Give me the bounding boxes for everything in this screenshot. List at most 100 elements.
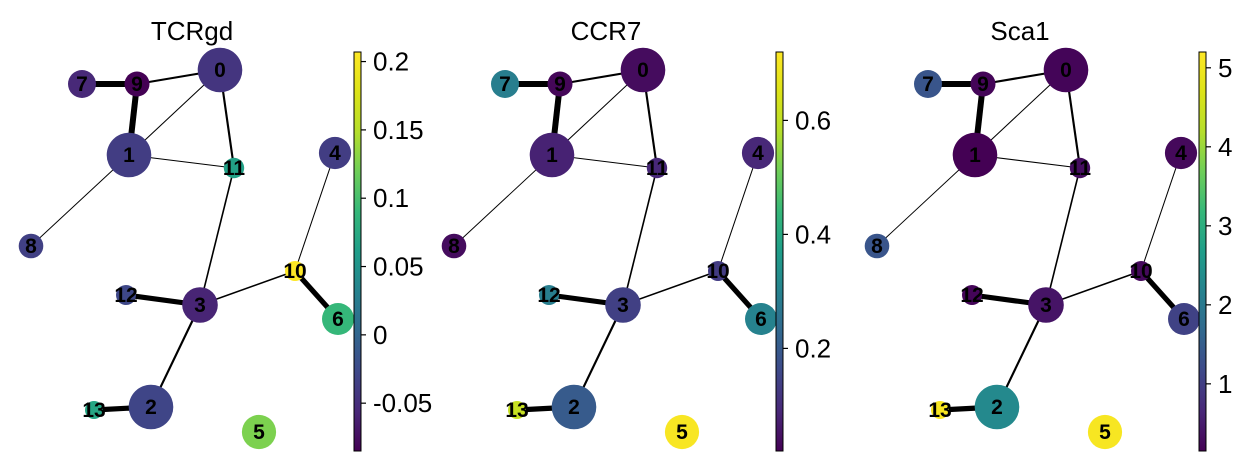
node-label-12: 12 (537, 284, 560, 307)
node-label-2: 2 (145, 396, 157, 419)
node-label-11: 11 (1069, 157, 1092, 180)
nodes (441, 47, 777, 450)
node-11 (646, 157, 668, 179)
node-label-9: 9 (977, 73, 989, 96)
node-5 (1087, 414, 1123, 450)
node-label-0: 0 (637, 59, 649, 82)
node-label-7: 7 (499, 73, 511, 96)
node-2 (551, 384, 597, 430)
edges (30, 68, 340, 413)
node-0 (620, 47, 666, 93)
node-7 (491, 70, 519, 98)
node-label-6: 6 (755, 308, 767, 331)
node-11 (1069, 157, 1091, 179)
colorbar-tick-label: 3 (1218, 211, 1232, 241)
node-label-5: 5 (676, 421, 688, 444)
node-6 (1168, 303, 1200, 335)
node-label-6: 6 (332, 308, 344, 331)
node-label-6: 6 (1178, 308, 1190, 331)
node-label-12: 12 (960, 284, 983, 307)
node-label-7: 7 (922, 73, 934, 96)
node-label-10: 10 (1129, 260, 1152, 283)
node-4 (318, 136, 352, 170)
edges (876, 68, 1186, 413)
node-label-8: 8 (448, 235, 460, 258)
node-11 (223, 157, 245, 179)
edge-4-10 (294, 152, 336, 272)
colorbar-tick-label: 0.1 (373, 183, 409, 213)
node-label-5: 5 (253, 421, 265, 444)
node-12 (962, 285, 982, 305)
colorbar-bar (353, 51, 362, 452)
colorbar-tick-label: 0.2 (373, 47, 409, 77)
colorbar-tick-label: 0 (373, 320, 387, 350)
node-label-4: 4 (329, 142, 341, 165)
node-9 (970, 71, 996, 97)
node-label-10: 10 (706, 260, 729, 283)
node-label-13: 13 (82, 399, 105, 422)
node-2 (974, 384, 1020, 430)
panel-title: TCRgd (151, 16, 233, 46)
node-6 (322, 303, 354, 335)
node-6 (745, 303, 777, 335)
node-8 (864, 233, 890, 259)
node-label-2: 2 (568, 396, 580, 419)
node-label-11: 11 (223, 157, 246, 180)
colorbar-tick-label: 2 (1218, 290, 1232, 320)
edge-4-10 (717, 152, 759, 272)
colorbar: 0.2 0.4 0.6 (775, 51, 831, 452)
node-label-12: 12 (114, 284, 137, 307)
nodes (18, 47, 354, 450)
colorbar-bar (775, 51, 784, 452)
edge-11-3 (622, 167, 658, 306)
node-13 (85, 401, 103, 419)
node-1 (529, 132, 575, 178)
colorbar-tick-label: 5 (1218, 53, 1232, 83)
node-label-3: 3 (194, 294, 206, 317)
node-7 (914, 70, 942, 98)
node-10 (708, 261, 728, 281)
node-label-4: 4 (1175, 142, 1187, 165)
node-label-2: 2 (991, 396, 1003, 419)
node-13 (508, 401, 526, 419)
node-5 (664, 414, 700, 450)
node-9 (124, 71, 150, 97)
node-label-9: 9 (554, 73, 566, 96)
panel-title: CCR7 (571, 16, 642, 46)
node-4 (1164, 136, 1198, 170)
node-9 (547, 71, 573, 97)
edge-11-3 (199, 167, 235, 306)
colorbar-tick-label: 1 (1218, 369, 1232, 399)
node-7 (68, 70, 96, 98)
edge-4-10 (1140, 152, 1182, 272)
node-label-13: 13 (928, 399, 951, 422)
node-8 (18, 233, 44, 259)
colorbar: 1 2 3 4 5 (1198, 51, 1232, 452)
colorbar-bar (1198, 51, 1207, 452)
node-label-13: 13 (505, 399, 528, 422)
node-label-3: 3 (617, 294, 629, 317)
colorbar-tick-label: 0.4 (795, 219, 831, 249)
node-8 (441, 233, 467, 259)
colorbar-tick-label: 4 (1218, 132, 1232, 162)
node-label-8: 8 (871, 235, 883, 258)
node-3 (605, 287, 641, 323)
node-12 (539, 285, 559, 305)
node-label-11: 11 (646, 157, 669, 180)
node-label-5: 5 (1099, 421, 1111, 444)
edges (453, 68, 763, 413)
node-label-9: 9 (131, 73, 143, 96)
node-2 (128, 384, 174, 430)
node-label-8: 8 (25, 235, 37, 258)
colorbar-tick-label: 0.05 (373, 252, 424, 282)
node-10 (285, 261, 305, 281)
node-label-7: 7 (76, 73, 88, 96)
node-10 (1131, 261, 1151, 281)
